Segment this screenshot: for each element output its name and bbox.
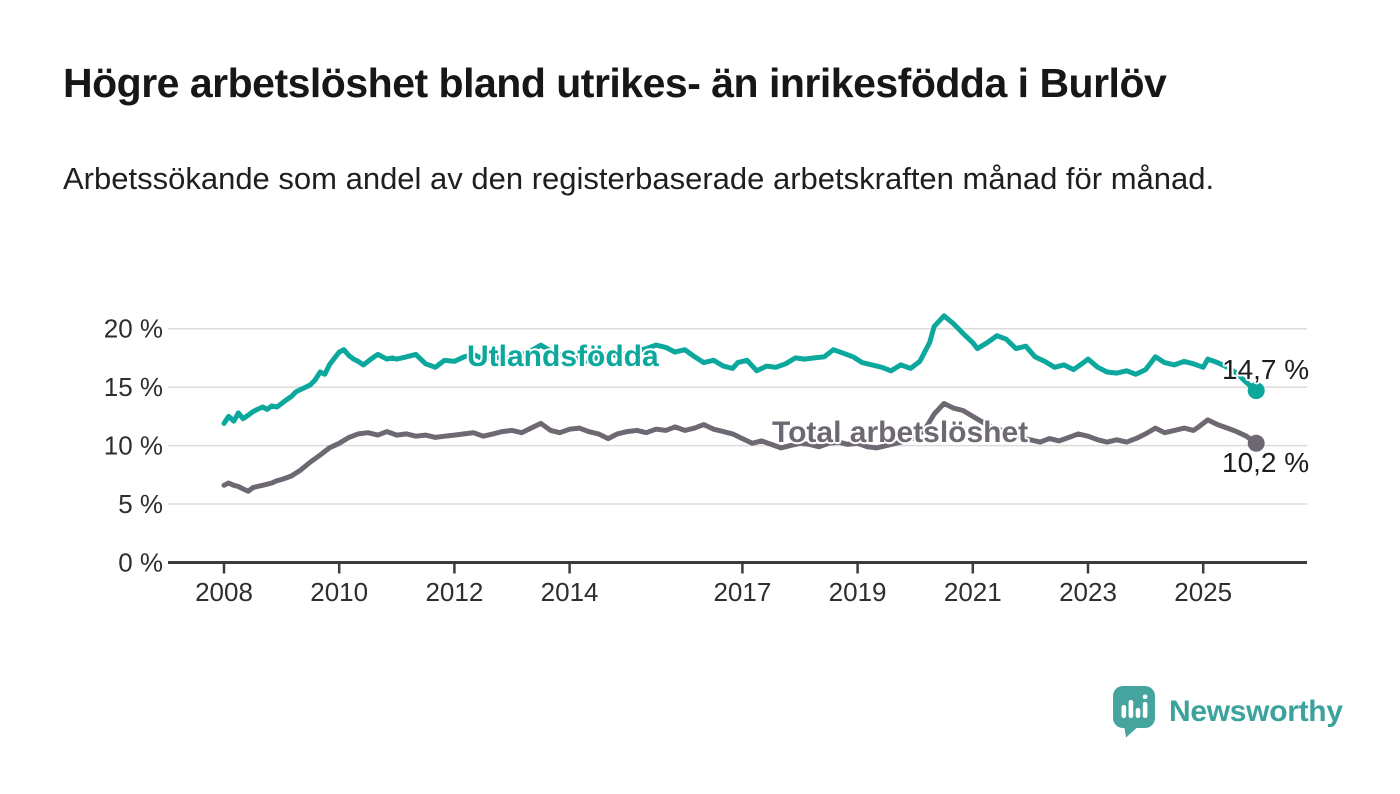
total-arbetsloshet-line [221,401,1259,494]
y-tick-label: 10 % [104,431,163,461]
series-label-utlandsfodda: Utlandsfödda [467,340,659,373]
x-tick-label: 2023 [1059,577,1117,607]
end-value-label-total: 10,2 % [1222,447,1310,478]
x-tick-label: 2025 [1174,577,1232,607]
gridlines [168,327,1307,505]
x-axis [168,561,1307,574]
series-label-total-arbetsloshet: Total arbetslöshet [772,416,1029,449]
y-tick-label: 20 % [104,314,163,344]
utlandsfodda-end-dot [1247,382,1265,400]
newsworthy-logo: Newsworthy [1112,685,1343,738]
axis-tick-labels: 20 % 15 % 10 % 5 % 0 % 2008 2010 2012 2014 2017 20… [104,314,1232,607]
x-tick-label: 2017 [713,577,771,607]
newsworthy-logo-text: Newsworthy [1169,694,1343,728]
bar-chart-speech-bubble-icon [1113,686,1155,738]
x-tick-label: 2010 [310,577,368,607]
x-tick-label: 2014 [541,577,599,607]
x-tick-label: 2019 [829,577,887,607]
y-tick-label: 15 % [104,372,163,402]
page-title: Högre arbetslöshet bland utrikes- än inr… [63,60,1167,106]
end-value-label-utlandsfodda: 14,7 % [1222,354,1310,385]
data-series [221,313,1265,494]
y-tick-label: 0 % [118,548,163,578]
x-tick-label: 2008 [195,577,253,607]
utlandsfodda-line [221,313,1259,426]
page-subtitle: Arbetssökande som andel av den registerb… [63,161,1215,196]
y-tick-label: 5 % [118,489,163,519]
x-tick-label: 2012 [425,577,483,607]
total-end-dot [1247,434,1265,452]
x-tick-label: 2021 [944,577,1002,607]
